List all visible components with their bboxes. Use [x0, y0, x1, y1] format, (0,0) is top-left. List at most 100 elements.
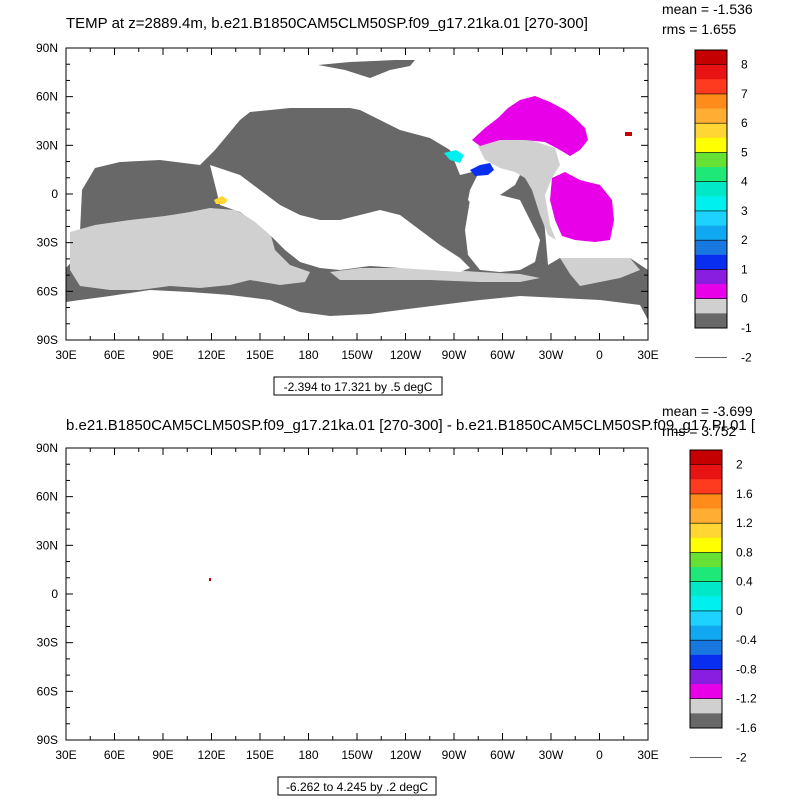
panel2-xtick-label: 90W: [442, 748, 467, 762]
panel2-colorbar-label: -0.8: [736, 662, 757, 676]
panel1-colorbar-label: 7: [741, 87, 748, 101]
panel1-mean: mean = -1.536: [662, 1, 753, 17]
panel1-colorbar-swatch: [695, 79, 727, 95]
panel2-colorbar-label: 0.8: [736, 545, 753, 559]
panel2-colorbar-swatch: [690, 508, 722, 524]
panel2-colorbar-swatch: [690, 523, 722, 539]
panel2-rms: rms = 3.752: [662, 423, 737, 439]
panel1-colorbar-swatch: [695, 137, 727, 153]
panel2-xtick-label: 30W: [539, 748, 564, 762]
panel1-ytick-label: 60S: [37, 284, 58, 298]
panel1-title: TEMP at z=2889.4m, b.e21.B1850CAM5CLM50S…: [66, 15, 588, 32]
panel2-colorbar-swatch: [690, 537, 722, 553]
panel1-colorbar-label: 3: [741, 204, 748, 218]
panel1-range-box: [273, 376, 443, 396]
panel1-region-red: [625, 132, 632, 136]
panel1-colorbar-label: 6: [741, 116, 748, 130]
panel2-xtick-label: 30E: [55, 748, 76, 762]
panel2-xtick-label: 30E: [637, 748, 658, 762]
panel1-colorbar-swatch: [695, 167, 727, 182]
panel2-colorbar-label: 1.2: [736, 516, 753, 530]
panel1-region-blue: [470, 163, 494, 176]
panel1-colorbar-label: 0: [741, 292, 748, 306]
panel2-plot-frame: [65, 447, 649, 741]
panel1-colorbar-label: 1: [741, 262, 748, 276]
panel2-colorbar-swatch: [690, 479, 722, 495]
panel1-map: 30E 60E 90E 120E 150E 180 150W 120W 90W 60W 30W 0 30…: [36, 41, 659, 362]
panel2-colorbar-label: -2: [736, 750, 747, 764]
panel2-ytick-label: 30S: [37, 636, 58, 650]
panel1-xtick-label: 150E: [246, 348, 274, 362]
panel1-region-magenta-south: [550, 172, 614, 242]
panel1-colorbar-swatch: [695, 108, 727, 124]
panel2-title: b.e21.B1850CAM5CLM50SP.f09_g17.21ka.01 […: [66, 417, 756, 434]
panel1-colorbar-label: 2: [741, 233, 748, 247]
panel1-colorbar-label: 8: [741, 58, 748, 72]
panel2-colorbar-swatch: [690, 669, 722, 685]
panel1-ytick-label: 30S: [37, 236, 58, 250]
panel2-colorbar-swatch: [690, 596, 722, 612]
panel1-colorbar-swatch: [695, 64, 727, 80]
panel1-xtick-label: 0: [596, 348, 603, 362]
panel1-colorbar-swatch: [695, 50, 727, 65]
panel2-ytick-label: 90S: [37, 733, 58, 747]
panel1-colorbar-swatch: [695, 240, 727, 256]
panel2-ytick-label: 0: [51, 587, 58, 601]
panel2-colorbar-swatch: [690, 567, 722, 582]
panel1-region-white-pacific: [210, 165, 470, 272]
panel1-colorbar-swatch: [695, 298, 727, 314]
panel2-ytick-label: 30N: [36, 538, 58, 552]
panel1-region-light-grey-atlantic: [478, 140, 560, 240]
panel1-colorbar-label: -1: [741, 321, 752, 335]
panel2-xtick-label: 0: [596, 748, 603, 762]
panel2-xtick-label: 60E: [104, 748, 125, 762]
panel1-xtick-label: 180: [298, 348, 318, 362]
panel1-region-light-grey-south2: [560, 258, 640, 286]
panel1-colorbar-swatch: [695, 196, 727, 212]
panel1-colorbar-swatch: [695, 123, 727, 139]
panel2-colorbar-label: 0.4: [736, 575, 753, 589]
panel2-colorbar-label: 0: [736, 604, 743, 618]
panel2-colorbar-swatch: [690, 640, 722, 656]
panel1-colorbar-swatch: [695, 313, 727, 329]
panel2-xtick-label: 180: [298, 748, 318, 762]
panel1-colorbar-swatch: [695, 210, 727, 226]
panel2-map: 30E 60E 90E 120E 150E 180 150W 120W 90W 60W 30W 0 30…: [36, 441, 659, 762]
panel1-ytick-label: 0: [51, 187, 58, 201]
panel1-xtick-label: 30E: [637, 348, 658, 362]
panel1-xtick-label: 120E: [197, 348, 225, 362]
panel1-region-light-grey-south: [70, 208, 310, 290]
panel1-ytick-label: 90N: [36, 41, 58, 55]
panel2-ytick-label: 90N: [36, 441, 58, 455]
panel2-colorbar-label: 1.6: [736, 487, 753, 501]
panel1-ytick-label: 60N: [36, 90, 58, 104]
panel2-xtick-label: 150W: [341, 748, 373, 762]
panel2-red-speck: [209, 578, 211, 581]
panel1-region-magenta-north: [472, 96, 588, 156]
panel1-xtick-label: 60E: [104, 348, 125, 362]
panel1-colorbar-label: -2: [741, 350, 752, 364]
panel1-xtick-label: 30W: [539, 348, 564, 362]
panel1-colorbar-swatch: [695, 225, 727, 241]
panel2-colorbar-swatch: [690, 625, 722, 641]
panel2-colorbar-swatch: [690, 552, 722, 568]
panel1-colorbar-swatch: [695, 181, 727, 197]
panel1-region-cyan: [444, 150, 464, 163]
panel2-xtick-label: 150E: [246, 748, 274, 762]
panel2-colorbar-swatch: [690, 493, 722, 509]
panel2-colorbar-swatch: [690, 610, 722, 626]
panel1-colorbar-swatch: [695, 269, 727, 285]
panel2-mean: mean = -3.699: [662, 403, 753, 419]
panel1-region-light-grey-band: [330, 268, 540, 282]
panel2-colorbar-swatch: [690, 464, 722, 480]
panel1-ytick-label: 90S: [37, 333, 58, 347]
panel1-region-dark-grey-north: [318, 60, 415, 78]
panel1-range-note: -2.394 to 17.321 by .5 degC: [284, 380, 433, 394]
panel2-colorbar-label: 2: [736, 458, 743, 472]
panel2-range-box: [277, 776, 437, 796]
panel2-colorbar-label: -1.6: [736, 721, 757, 735]
panel1-colorbar-label: 4: [741, 175, 748, 189]
panel2-colorbar-swatch: [690, 450, 722, 465]
panel2-colorbar-swatch: [690, 654, 722, 670]
